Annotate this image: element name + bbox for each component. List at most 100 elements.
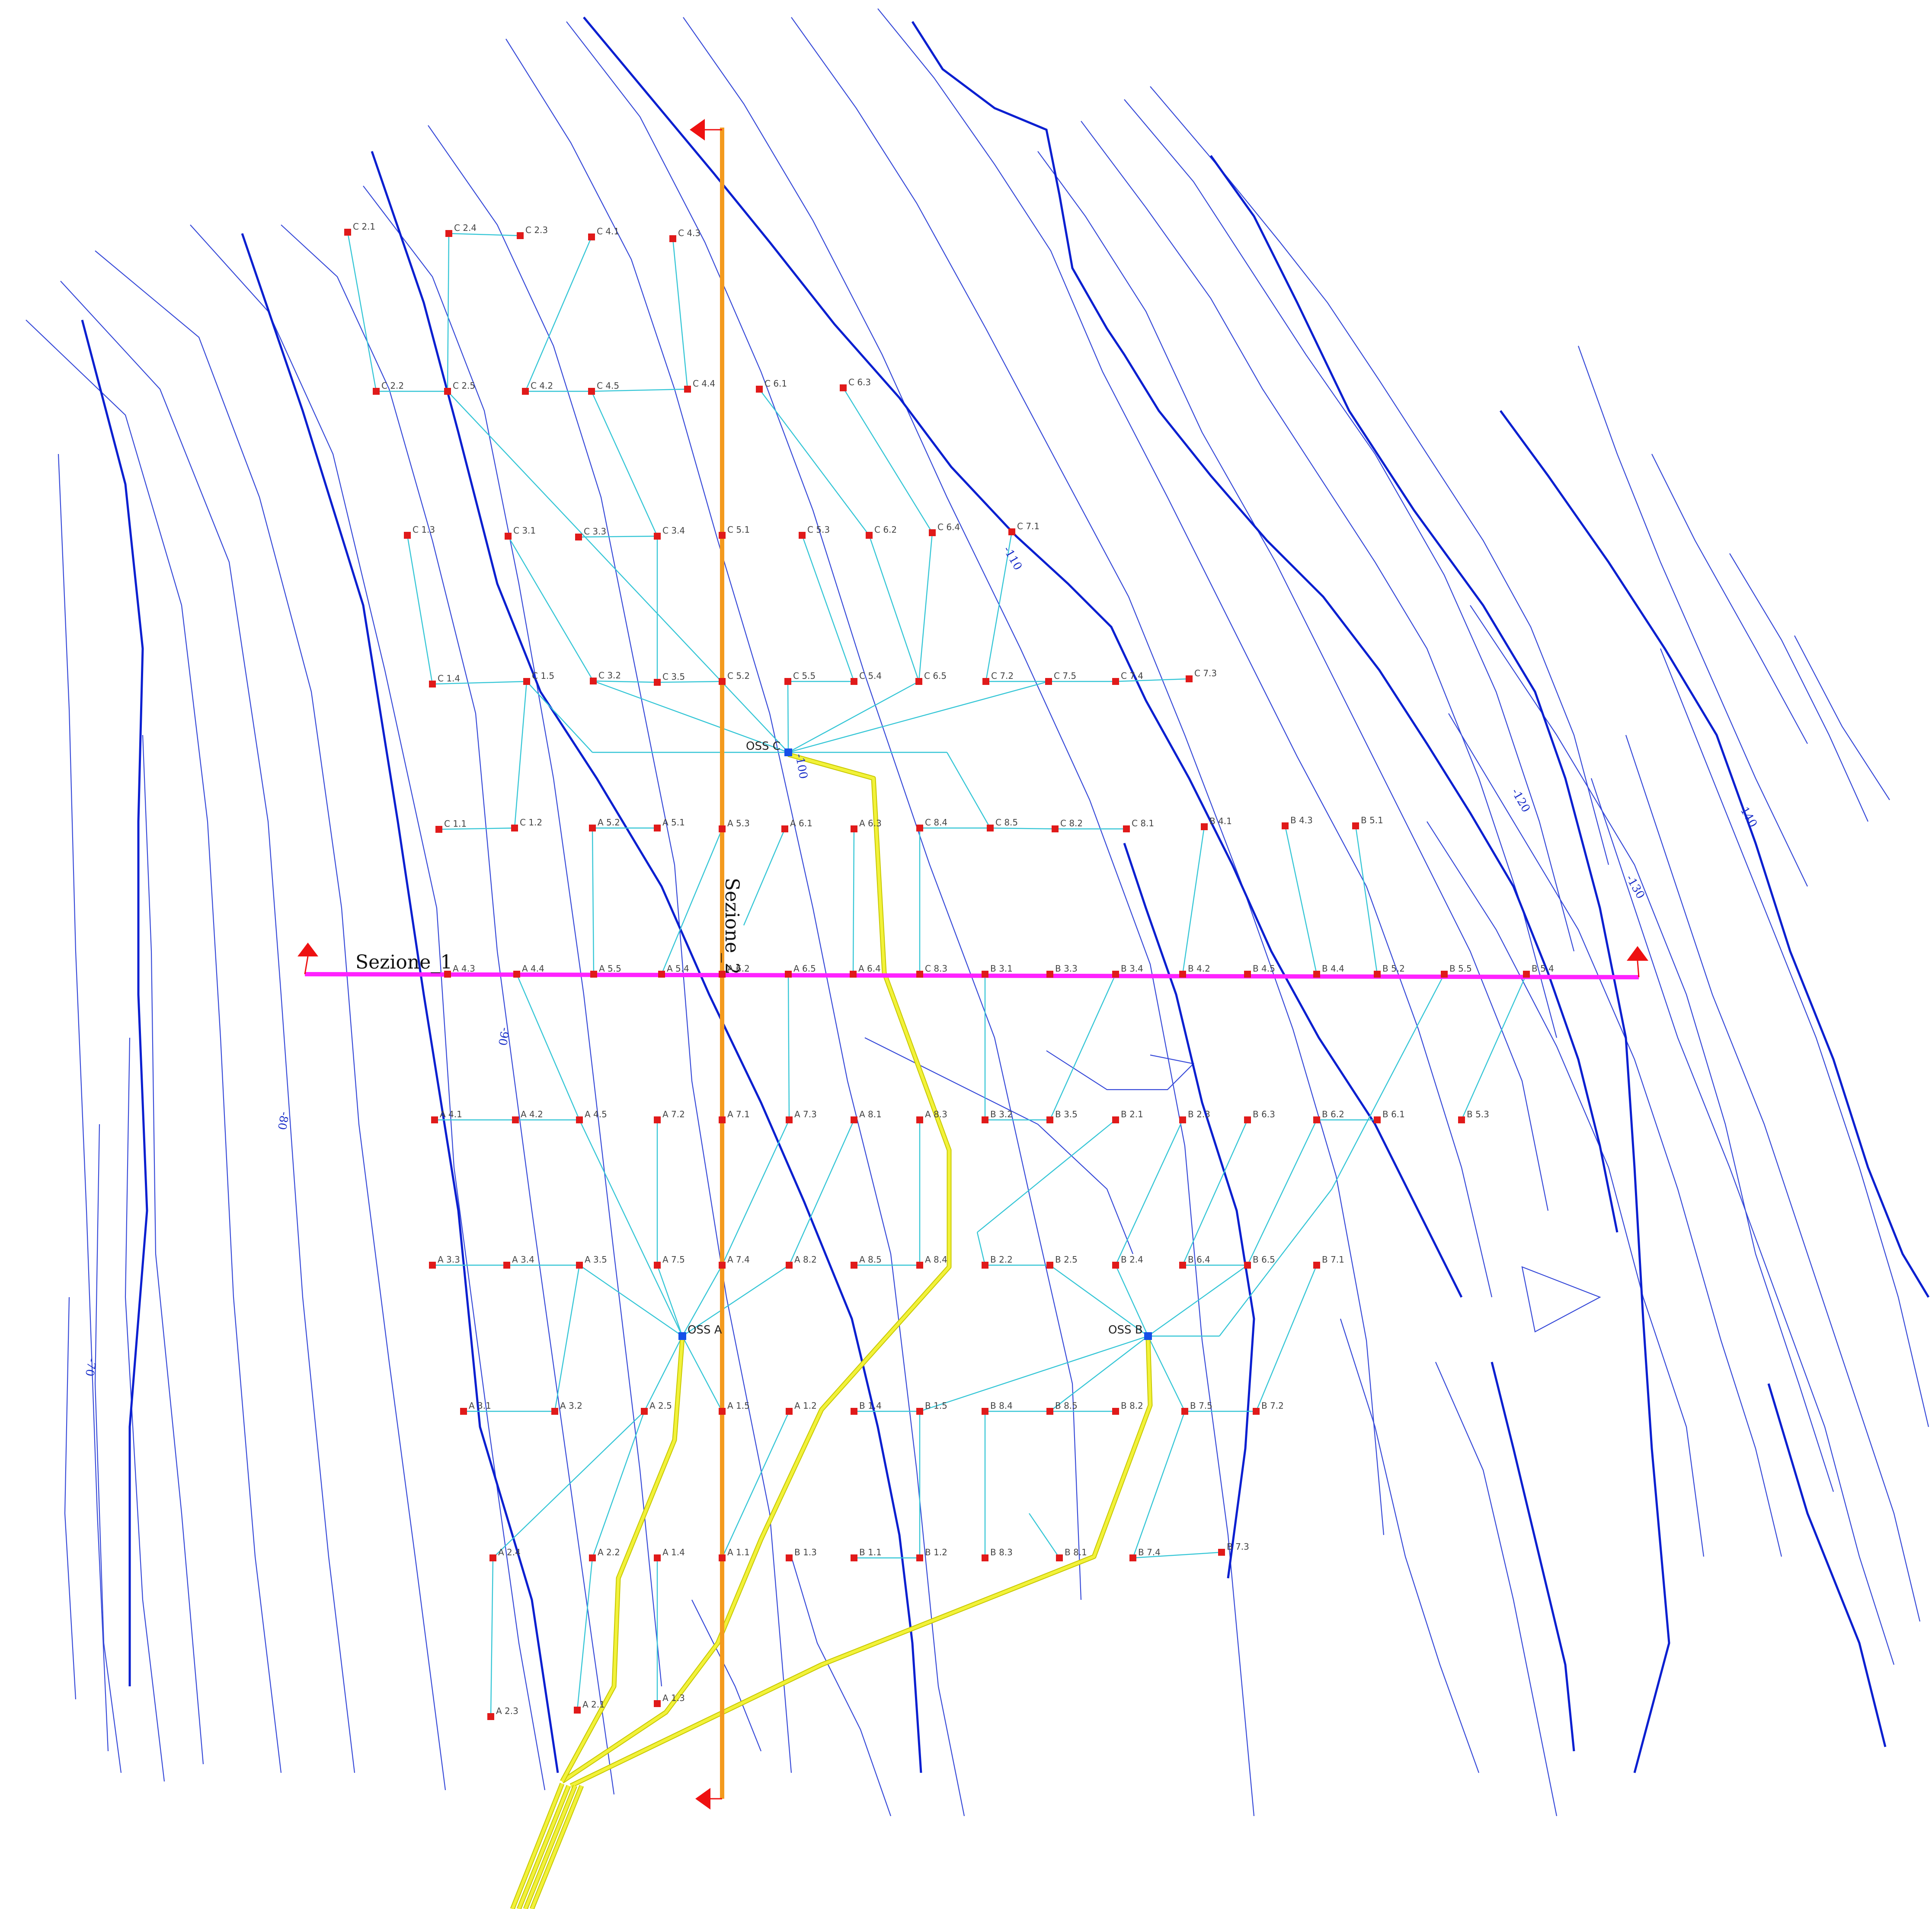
turbine-c-5-2[interactable]: C 5.2 [719, 671, 750, 685]
turbine-a-7-2[interactable]: A 7.2 [654, 1109, 685, 1123]
turbine-a-5-2[interactable]: A 5.2 [589, 817, 620, 831]
turbine-b-3-1[interactable]: B 3.1 [982, 963, 1013, 978]
turbine-b-4-1[interactable]: B 4.1 [1201, 816, 1232, 830]
turbine-b-6-5[interactable]: B 6.5 [1244, 1254, 1275, 1269]
turbine-a-2-5[interactable]: A 2.5 [641, 1401, 672, 1415]
turbine-c-7-3[interactable]: C 7.3 [1186, 668, 1217, 682]
turbine-a-7-1[interactable]: A 7.1 [719, 1109, 750, 1123]
turbine-a-1-5[interactable]: A 1.5 [719, 1401, 750, 1415]
turbine-b-2-1[interactable]: B 2.1 [1112, 1109, 1143, 1123]
turbine-a-8-5[interactable]: A 8.5 [851, 1254, 882, 1269]
turbine-b-8-1[interactable]: B 8.1 [1056, 1547, 1087, 1561]
substation-oss-a[interactable]: OSS A [678, 1324, 722, 1340]
turbine-b-1-2[interactable]: B 1.2 [916, 1547, 947, 1561]
turbine-c-6-1[interactable]: C 6.1 [756, 378, 787, 393]
turbine-a-4-5[interactable]: A 4.5 [576, 1109, 607, 1123]
turbine-a-5-4[interactable]: A 5.4 [658, 963, 689, 978]
turbine-c-4-4[interactable]: C 4.4 [684, 378, 715, 393]
turbine-b-4-2[interactable]: B 4.2 [1179, 963, 1210, 978]
turbine-c-5-1[interactable]: C 5.1 [719, 524, 750, 539]
turbine-c-4-3[interactable]: C 4.3 [669, 228, 701, 242]
turbine-a-7-4[interactable]: A 7.4 [719, 1254, 750, 1269]
turbine-b-6-4[interactable]: B 6.4 [1179, 1254, 1210, 1269]
turbine-a-3-3[interactable]: A 3.3 [429, 1254, 460, 1269]
substation-oss-c[interactable]: OSS C [746, 740, 792, 756]
turbine-a-6-1[interactable]: A 6.1 [781, 818, 812, 832]
turbine-c-6-5[interactable]: C 6.5 [915, 671, 947, 685]
turbine-b-7-4[interactable]: B 7.4 [1129, 1547, 1161, 1561]
turbine-c-6-2[interactable]: C 6.2 [866, 524, 897, 539]
turbine-b-5-1[interactable]: B 5.1 [1352, 815, 1383, 829]
turbine-b-1-5[interactable]: B 1.5 [916, 1401, 947, 1415]
turbine-b-2-5[interactable]: B 2.5 [1046, 1254, 1078, 1269]
turbine-a-3-5[interactable]: A 3.5 [576, 1254, 607, 1269]
turbine-c-8-4[interactable]: C 8.4 [916, 817, 947, 831]
turbine-a-6-2[interactable]: A 6.2 [719, 963, 750, 978]
turbine-a-1-1[interactable]: A 1.1 [719, 1547, 750, 1561]
turbine-a-2-3[interactable]: A 2.3 [487, 1706, 518, 1720]
turbine-a-6-3[interactable]: A 6.3 [851, 818, 882, 832]
turbine-a-6-4[interactable]: A 6.4 [850, 963, 881, 978]
turbine-b-3-5[interactable]: B 3.5 [1046, 1109, 1078, 1123]
turbine-c-1-4[interactable]: C 1.4 [429, 673, 460, 687]
turbine-a-7-3[interactable]: A 7.3 [786, 1109, 817, 1123]
turbine-b-1-1[interactable]: B 1.1 [851, 1547, 882, 1561]
turbine-c-4-5[interactable]: C 4.5 [588, 381, 619, 395]
turbine-c-6-4[interactable]: C 6.4 [929, 522, 960, 536]
turbine-c-1-1[interactable]: C 1.1 [435, 819, 467, 833]
turbine-b-1-3[interactable]: B 1.3 [786, 1547, 817, 1561]
turbine-c-2-2[interactable]: C 2.2 [373, 381, 404, 395]
turbine-a-1-2[interactable]: A 1.2 [786, 1401, 817, 1415]
turbine-a-3-2[interactable]: A 3.2 [551, 1401, 582, 1415]
turbine-b-4-5[interactable]: B 4.5 [1244, 963, 1275, 978]
turbine-c-5-3[interactable]: C 5.3 [799, 524, 830, 539]
turbine-a-8-2[interactable]: A 8.2 [786, 1254, 817, 1269]
turbine-a-3-4[interactable]: A 3.4 [503, 1254, 534, 1269]
turbine-c-7-1[interactable]: C 7.1 [1008, 521, 1040, 535]
turbine-b-7-3[interactable]: B 7.3 [1218, 1541, 1249, 1556]
turbine-c-1-5[interactable]: C 1.5 [523, 671, 554, 685]
turbine-c-4-2[interactable]: C 4.2 [522, 381, 553, 395]
turbine-b-3-3[interactable]: B 3.3 [1046, 963, 1078, 978]
turbine-c-3-3[interactable]: C 3.3 [575, 526, 606, 540]
turbine-b-8-3[interactable]: B 8.3 [982, 1547, 1013, 1561]
turbine-a-3-1[interactable]: A 3.1 [460, 1401, 491, 1415]
turbine-c-1-2[interactable]: C 1.2 [511, 817, 542, 831]
turbine-b-7-2[interactable]: B 7.2 [1253, 1401, 1284, 1415]
turbine-c-8-3[interactable]: C 8.3 [916, 963, 947, 978]
turbine-c-2-1[interactable]: C 2.1 [344, 221, 375, 236]
turbine-c-3-1[interactable]: C 3.1 [505, 525, 536, 540]
turbine-c-8-5[interactable]: C 8.5 [987, 817, 1018, 831]
substation-oss-b[interactable]: OSS B [1108, 1324, 1152, 1340]
turbine-a-4-1[interactable]: A 4.1 [431, 1109, 462, 1123]
turbine-b-8-2[interactable]: B 8.2 [1112, 1401, 1143, 1415]
turbine-a-2-4[interactable]: A 2.4 [489, 1547, 521, 1561]
turbine-a-8-1[interactable]: A 8.1 [851, 1109, 882, 1123]
turbine-b-3-4[interactable]: B 3.4 [1112, 963, 1143, 978]
turbine-b-5-3[interactable]: B 5.3 [1458, 1109, 1489, 1123]
turbine-c-8-1[interactable]: C 8.1 [1123, 818, 1154, 832]
turbine-a-5-3[interactable]: A 5.3 [719, 818, 750, 832]
turbine-b-2-3[interactable]: B 2.3 [1179, 1109, 1210, 1123]
turbine-c-8-2[interactable]: C 8.2 [1052, 818, 1083, 832]
turbine-b-6-2[interactable]: B 6.2 [1313, 1109, 1344, 1123]
turbine-a-2-2[interactable]: A 2.2 [589, 1547, 620, 1561]
turbine-b-8-4[interactable]: B 8.4 [982, 1401, 1013, 1415]
turbine-c-5-4[interactable]: C 5.4 [851, 671, 882, 685]
turbine-b-2-4[interactable]: B 2.4 [1112, 1254, 1143, 1269]
turbine-c-3-2[interactable]: C 3.2 [590, 670, 621, 684]
turbine-c-1-3[interactable]: C 1.3 [404, 524, 435, 539]
turbine-a-4-2[interactable]: A 4.2 [512, 1109, 543, 1123]
turbine-a-6-5[interactable]: A 6.5 [785, 963, 816, 978]
turbine-b-5-2[interactable]: B 5.2 [1374, 963, 1405, 978]
turbine-a-7-5[interactable]: A 7.5 [654, 1254, 685, 1269]
turbine-a-4-3[interactable]: A 4.3 [444, 963, 475, 978]
turbine-a-8-3[interactable]: A 8.3 [916, 1109, 947, 1123]
turbine-a-4-4[interactable]: A 4.4 [513, 963, 544, 978]
turbine-b-4-4[interactable]: B 4.4 [1313, 963, 1344, 978]
turbine-b-5-5[interactable]: B 5.5 [1441, 963, 1472, 978]
turbine-b-7-1[interactable]: B 7.1 [1313, 1254, 1344, 1269]
turbine-c-2-5[interactable]: C 2.5 [444, 381, 475, 395]
turbine-b-7-5[interactable]: B 7.5 [1181, 1401, 1212, 1415]
turbine-c-7-4[interactable]: C 7.4 [1112, 671, 1143, 685]
